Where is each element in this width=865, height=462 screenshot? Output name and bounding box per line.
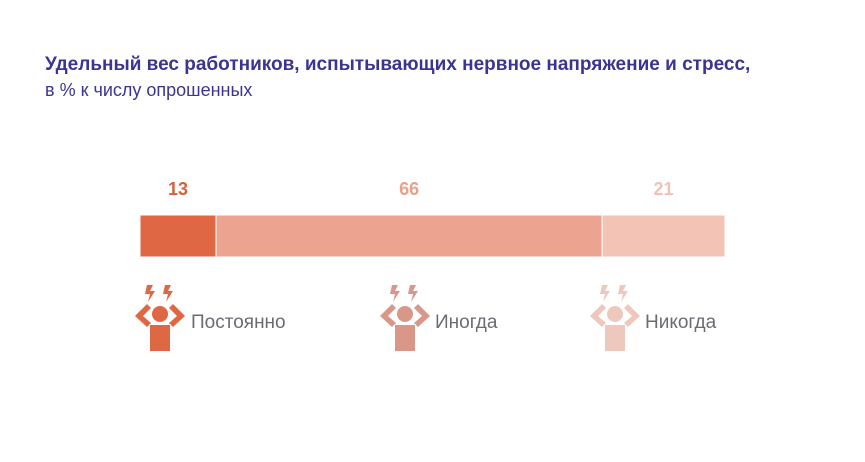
data-label: 21: [654, 179, 674, 199]
bar-segment-3: [601, 214, 726, 258]
legend-label: Постоянно: [191, 312, 286, 333]
data-label: 66: [399, 179, 419, 199]
data-label: 13: [168, 179, 188, 199]
bar-segment-1: [139, 214, 217, 258]
stressed-person-icon: [135, 285, 185, 351]
chart-title: Удельный вес работников, испытывающих не…: [45, 54, 751, 75]
stressed-person-icon: [590, 285, 640, 351]
chart-subtitle: в % к числу опрошенных: [45, 80, 253, 100]
legend-label: Иногда: [435, 312, 498, 333]
legend-label: Никогда: [645, 312, 717, 333]
bar-segment-2: [215, 214, 603, 258]
stressed-person-icon: [380, 285, 430, 351]
